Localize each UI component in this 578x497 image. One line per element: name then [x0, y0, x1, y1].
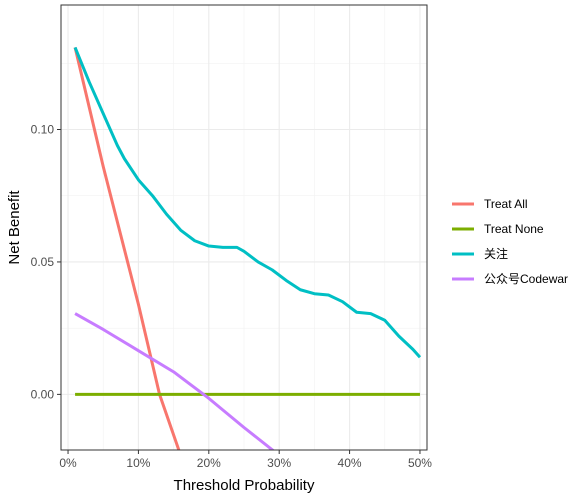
series-line-2	[73, 46, 422, 359]
y-tick-label: 0.05	[31, 255, 55, 269]
y-tick-label: 0.10	[31, 122, 55, 136]
series-lines	[73, 46, 422, 450]
legend-label-2: 关注	[484, 246, 508, 261]
x-axis-title: Threshold Probability	[174, 477, 315, 494]
panel-border	[60, 4, 428, 451]
x-tick-label: 20%	[197, 456, 221, 470]
legend-label-1: Treat None	[484, 222, 544, 236]
x-tick-label: 0%	[59, 456, 77, 470]
legend-label-3: 公众号Codewar	[484, 272, 568, 286]
x-tick-label: 10%	[126, 456, 150, 470]
x-tick-label: 30%	[267, 456, 291, 470]
x-tick-label: 50%	[408, 456, 432, 470]
y-axis-title: Net Benefit	[6, 190, 23, 265]
y-tick-label: 0.00	[31, 387, 55, 401]
series-line-0	[73, 47, 181, 450]
legend-label-0: Treat All	[484, 197, 528, 211]
series-line-3	[74, 312, 275, 450]
x-axis: 0% 10% 20% 30% 40% 50%	[59, 450, 432, 470]
x-tick-label: 40%	[338, 456, 362, 470]
y-axis: 0.00 0.05 0.10	[31, 122, 61, 401]
